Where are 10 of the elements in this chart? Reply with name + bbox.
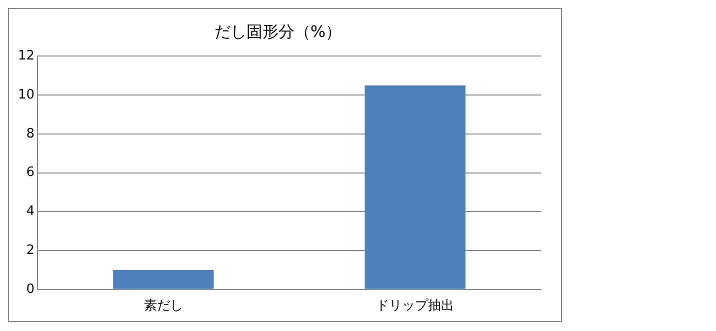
- y-tick-label: 10: [18, 87, 35, 102]
- y-tick-label: 2: [26, 242, 35, 258]
- y-tick-label: 0: [26, 282, 35, 297]
- y-tick-label: 6: [26, 165, 35, 180]
- chart-title: だし固形分（%）: [214, 22, 342, 41]
- x-tick-label: 素だし: [144, 298, 183, 314]
- y-tick-label: 8: [26, 126, 35, 142]
- y-tick-label: 4: [26, 204, 35, 220]
- x-tick-label: ドリップ抽出: [376, 298, 454, 314]
- y-tick-label: 12: [18, 48, 35, 64]
